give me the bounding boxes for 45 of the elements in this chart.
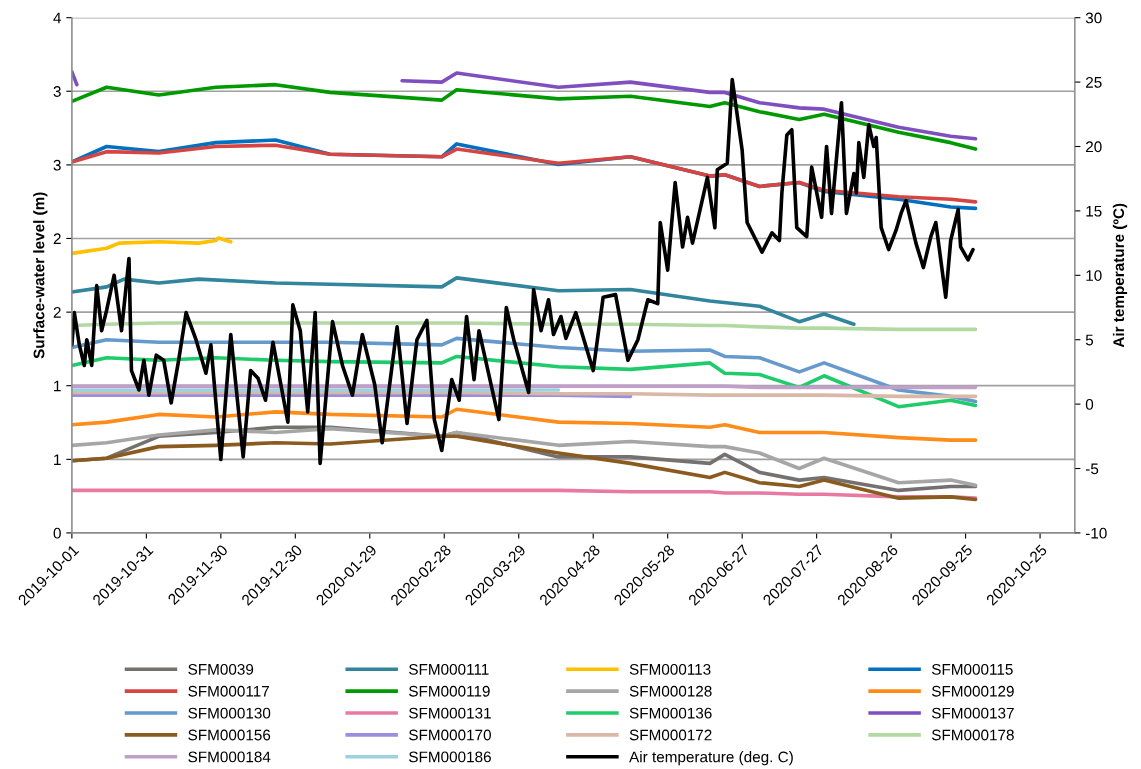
line-series [71, 434, 978, 502]
y2-tick-label: 10 [1086, 270, 1102, 281]
legend-label: SFM000129 [931, 685, 1014, 697]
y-tick-label: 0 [53, 527, 61, 539]
y2-tick-label: 30 [1085, 12, 1102, 24]
line-series [71, 236, 233, 256]
y-tick-label: 3 [53, 159, 61, 171]
legend-label: SFM000156 [188, 729, 271, 741]
y-tick-label: 4 [53, 12, 62, 24]
line-series [71, 82, 978, 151]
y-tick-label: 1 [54, 454, 61, 465]
legend-label: SFM000113 [629, 663, 711, 675]
legend-label: SFM0039 [188, 663, 254, 675]
y2-tick-label: -10 [1085, 527, 1107, 539]
legend-label: SFM000117 [188, 685, 269, 697]
line-series [71, 407, 978, 442]
y-tick-label: 3 [53, 86, 61, 97]
y-tick-label: 2 [53, 233, 61, 244]
legend-label: SFM000184 [188, 751, 271, 763]
legend-label: SFM000186 [409, 751, 491, 763]
legend-label: SFM000119 [409, 685, 490, 697]
legend-label: SFM000178 [931, 729, 1014, 741]
y2-tick-label: 0 [1085, 398, 1094, 410]
y2-axis-title: Air temperature (ºC) [1112, 203, 1128, 348]
legend-label: SFM000130 [188, 707, 271, 719]
y-tick-label: 1 [54, 380, 61, 392]
legend-label: SFM000128 [629, 685, 712, 697]
legend-label: Air temperature (deg. C) [629, 751, 793, 766]
y2-tick-label: -5 [1085, 463, 1099, 475]
legend-label: SFM000137 [931, 707, 1014, 719]
y-tick-label: 2 [53, 307, 61, 318]
y2-tick-label: 20 [1086, 141, 1102, 153]
legend-label: SFM000131 [409, 707, 491, 719]
legend-label: SFM000170 [409, 729, 491, 741]
line-series [71, 276, 856, 327]
line-series [71, 143, 978, 204]
y2-tick-label: 5 [1085, 334, 1094, 346]
legend-label: SFM000136 [629, 707, 712, 719]
y2-tick-label: 15 [1086, 205, 1102, 217]
legend-label: SFM000111 [409, 663, 489, 675]
legend-label: SFM000172 [629, 729, 712, 741]
y-axis-title: Surface-water level (m) [33, 192, 48, 359]
y2-tick-label: 25 [1086, 76, 1102, 88]
legend-label: SFM000115 [931, 663, 1013, 675]
line-series [71, 77, 975, 466]
